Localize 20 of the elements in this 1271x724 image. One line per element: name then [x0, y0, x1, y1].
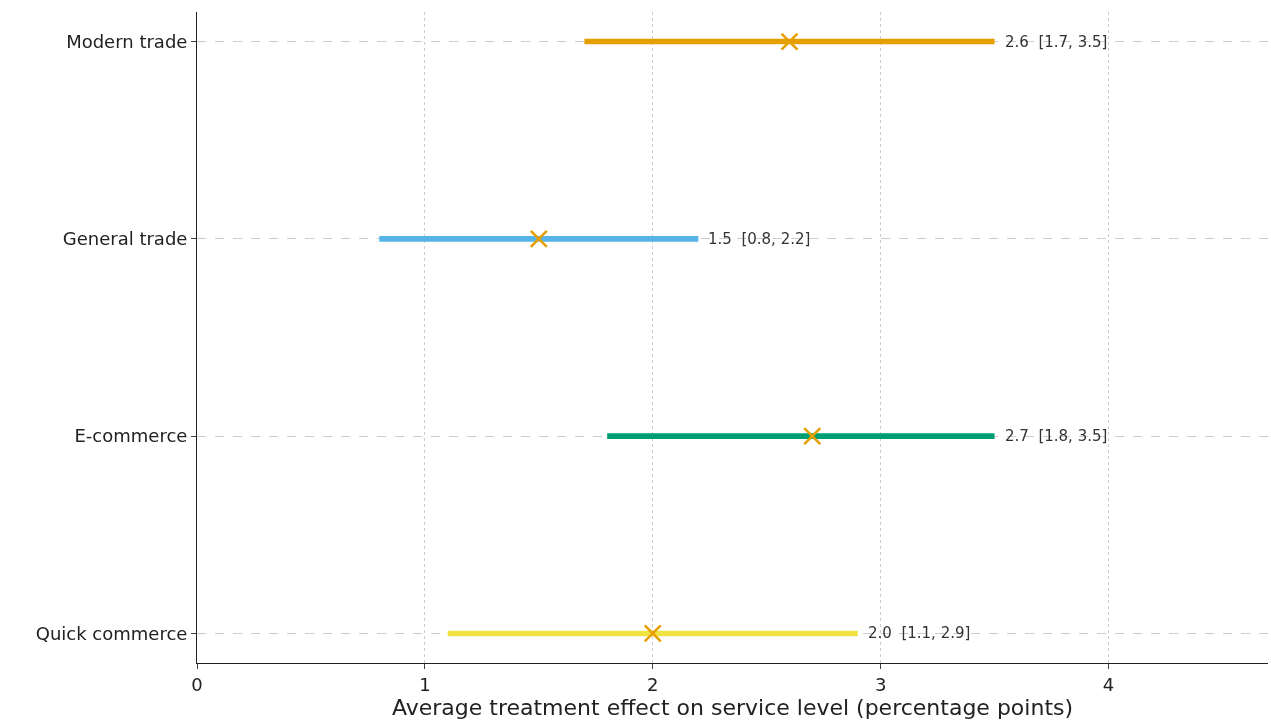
- annotation: 2.6 [1.7, 3.5]: [1005, 33, 1108, 51]
- point: [780, 32, 799, 51]
- annotation: 2.0 [1.1, 2.9]: [868, 624, 971, 642]
- x-axis-title: Average treatment effect on service level (percentage points): [391, 695, 1074, 721]
- bar: [607, 433, 995, 439]
- x-tick-label: 3: [874, 673, 887, 695]
- x-tick-label: 1: [419, 673, 431, 695]
- y-tick-label: E-commerce: [74, 425, 188, 447]
- point: [803, 426, 822, 446]
- point: [529, 229, 549, 249]
- annotation: 1.5 [0.8, 2.2]: [708, 230, 811, 248]
- y-tick-label: Modern trade: [66, 30, 188, 52]
- y-tick-label: General trade: [62, 228, 188, 250]
- x-tick-label: 2: [647, 673, 659, 695]
- x-tick-label: 4: [1102, 673, 1115, 695]
- bar: [379, 236, 699, 242]
- point: [643, 624, 662, 643]
- x-tick-label: 0: [191, 673, 203, 695]
- y-tick-label: Quick commerce: [35, 622, 188, 644]
- annotation: 2.7 [1.8, 3.5]: [1005, 427, 1108, 445]
